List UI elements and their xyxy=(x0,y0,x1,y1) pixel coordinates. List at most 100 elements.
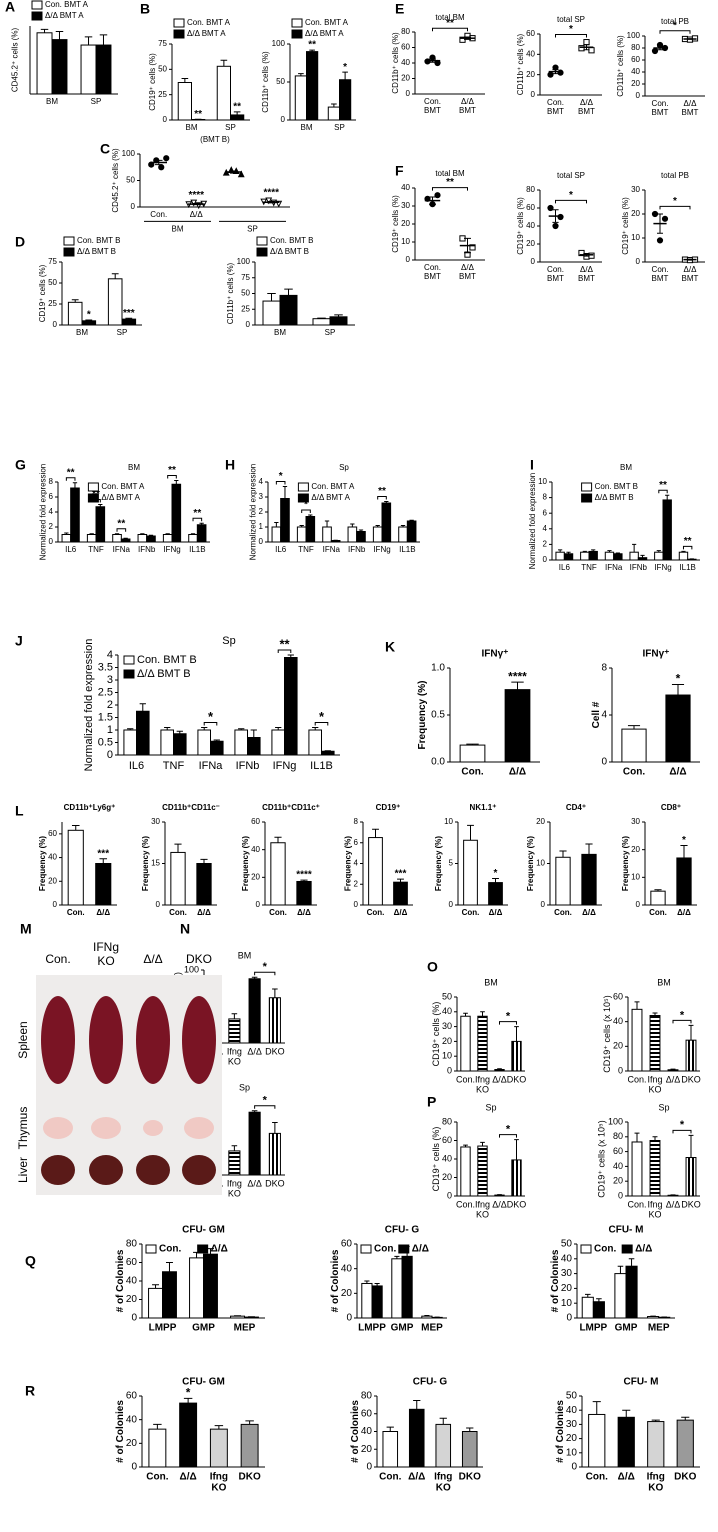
error-bar xyxy=(463,1012,468,1017)
error-bar xyxy=(439,1417,447,1425)
error-bar xyxy=(558,549,563,553)
x-tick-label: BM xyxy=(172,225,184,234)
row-label: Thymus xyxy=(16,1107,30,1150)
bar xyxy=(234,729,248,756)
chart-title: CD11b⁺CD11c⁺ xyxy=(262,803,320,812)
error-bar xyxy=(688,1024,694,1041)
bar xyxy=(678,551,689,561)
error-bar xyxy=(671,683,685,696)
bar xyxy=(148,1428,167,1468)
bar xyxy=(477,1015,488,1072)
y-tick-label: 50 xyxy=(158,64,167,73)
y-tick-label: 20 xyxy=(341,1288,353,1299)
data-point xyxy=(424,58,431,65)
significance-bracket xyxy=(254,1105,276,1109)
x-tick-label: Δ/Δ xyxy=(684,265,698,274)
significance-bracket xyxy=(432,187,468,191)
bar xyxy=(296,526,307,543)
y-tick-label: 20 xyxy=(361,1444,373,1455)
chart-title: BM xyxy=(657,977,671,987)
x-tick-label: BMT xyxy=(459,272,476,281)
bar xyxy=(371,1285,383,1319)
error-bar xyxy=(183,1397,193,1404)
error-bar xyxy=(585,843,593,855)
error-bar xyxy=(251,1110,258,1113)
y-tick-label: 2 xyxy=(354,879,359,888)
y-tick-label: 10 xyxy=(444,817,453,826)
bar xyxy=(271,526,282,543)
bar xyxy=(662,499,672,561)
error-bar xyxy=(342,71,348,80)
x-tick-label: BMT xyxy=(682,274,699,283)
y-axis-label: CD11b⁺ cells (%) xyxy=(516,33,525,95)
y-tick-label: 20 xyxy=(48,876,57,885)
y-tick-label: 60 xyxy=(126,1391,138,1402)
bar xyxy=(391,1258,403,1319)
y-tick-label: 20 xyxy=(526,239,535,248)
error-bar xyxy=(622,1409,631,1418)
x-tick-label: Con. xyxy=(547,265,564,274)
x-tick-label: SP xyxy=(247,225,258,234)
x-tick-label: KO xyxy=(436,1483,451,1494)
chart-title: Sp xyxy=(222,635,235,647)
x-tick-label: Con. xyxy=(367,908,385,917)
y-tick-label: 0 xyxy=(246,320,251,329)
legend-label: Con. BMT B xyxy=(595,482,638,491)
bar xyxy=(463,839,478,906)
x-tick-label: Δ/Δ xyxy=(618,1472,635,1483)
error-bar xyxy=(552,209,559,223)
error-bar xyxy=(201,727,208,730)
x-tick-label: KO xyxy=(228,1188,241,1198)
error-bar xyxy=(511,681,524,690)
error-bar xyxy=(127,728,134,730)
y-tick-label: 0 xyxy=(531,257,536,266)
panel-label: F xyxy=(395,163,404,179)
y-tick-label: 10 xyxy=(536,859,545,868)
error-bar xyxy=(640,554,645,558)
x-tick-label: KO xyxy=(476,1084,489,1094)
y-tick-label: 10 xyxy=(401,237,410,246)
y-tick-label: 40 xyxy=(251,845,260,854)
error-bar xyxy=(596,1298,602,1302)
y-axis-label: Normalized fold expression xyxy=(528,473,537,570)
y-tick-label: 10 xyxy=(442,1051,452,1061)
x-tick-label: KO xyxy=(648,1209,661,1219)
error-bar xyxy=(358,529,364,532)
error-bar xyxy=(174,480,179,485)
row-label: Liver xyxy=(16,1157,30,1183)
y-axis-label: CD11b⁺ cells (%) xyxy=(261,51,270,113)
x-tick-label: KO xyxy=(648,1084,661,1094)
x-tick-label: Ifng xyxy=(647,1199,662,1209)
chart-title: Sp xyxy=(485,1102,496,1112)
error-bar xyxy=(245,1420,254,1425)
x-tick-label: SP xyxy=(117,328,128,337)
x-tick-label: Δ/Δ xyxy=(684,99,698,108)
y-tick-label: 80 xyxy=(613,1131,623,1141)
y-axis-label: Normalized fold expression xyxy=(83,639,95,772)
error-bar xyxy=(634,1001,640,1010)
x-tick-label: MEP xyxy=(648,1323,670,1334)
x-tick-label: Con. xyxy=(169,908,187,917)
bar xyxy=(306,51,319,121)
y-tick-label: 60 xyxy=(526,29,535,38)
data-point xyxy=(656,237,664,244)
significance-label: ** xyxy=(378,486,386,497)
bar xyxy=(685,1157,697,1197)
y-tick-label: 40 xyxy=(442,1153,452,1163)
y-tick-label: 60 xyxy=(613,991,623,1001)
x-tick-label: IL6 xyxy=(65,545,77,554)
x-tick-label: SP xyxy=(325,328,336,337)
error-bar xyxy=(687,258,693,261)
legend-label: Δ/Δ BMT A xyxy=(305,29,344,38)
x-tick-label: LMPP xyxy=(579,1323,607,1334)
y-tick-label: 100 xyxy=(627,31,641,40)
legend-label: Δ/Δ BMT A xyxy=(187,29,226,38)
error-bar xyxy=(231,1013,238,1019)
significance-label: * xyxy=(673,20,677,31)
data-point xyxy=(190,199,198,207)
error-bar xyxy=(681,550,686,553)
spleen-photo xyxy=(41,996,75,1084)
x-tick-label: Con. xyxy=(547,98,564,107)
bar xyxy=(401,1255,413,1319)
y-tick-label: 0 xyxy=(259,537,264,546)
